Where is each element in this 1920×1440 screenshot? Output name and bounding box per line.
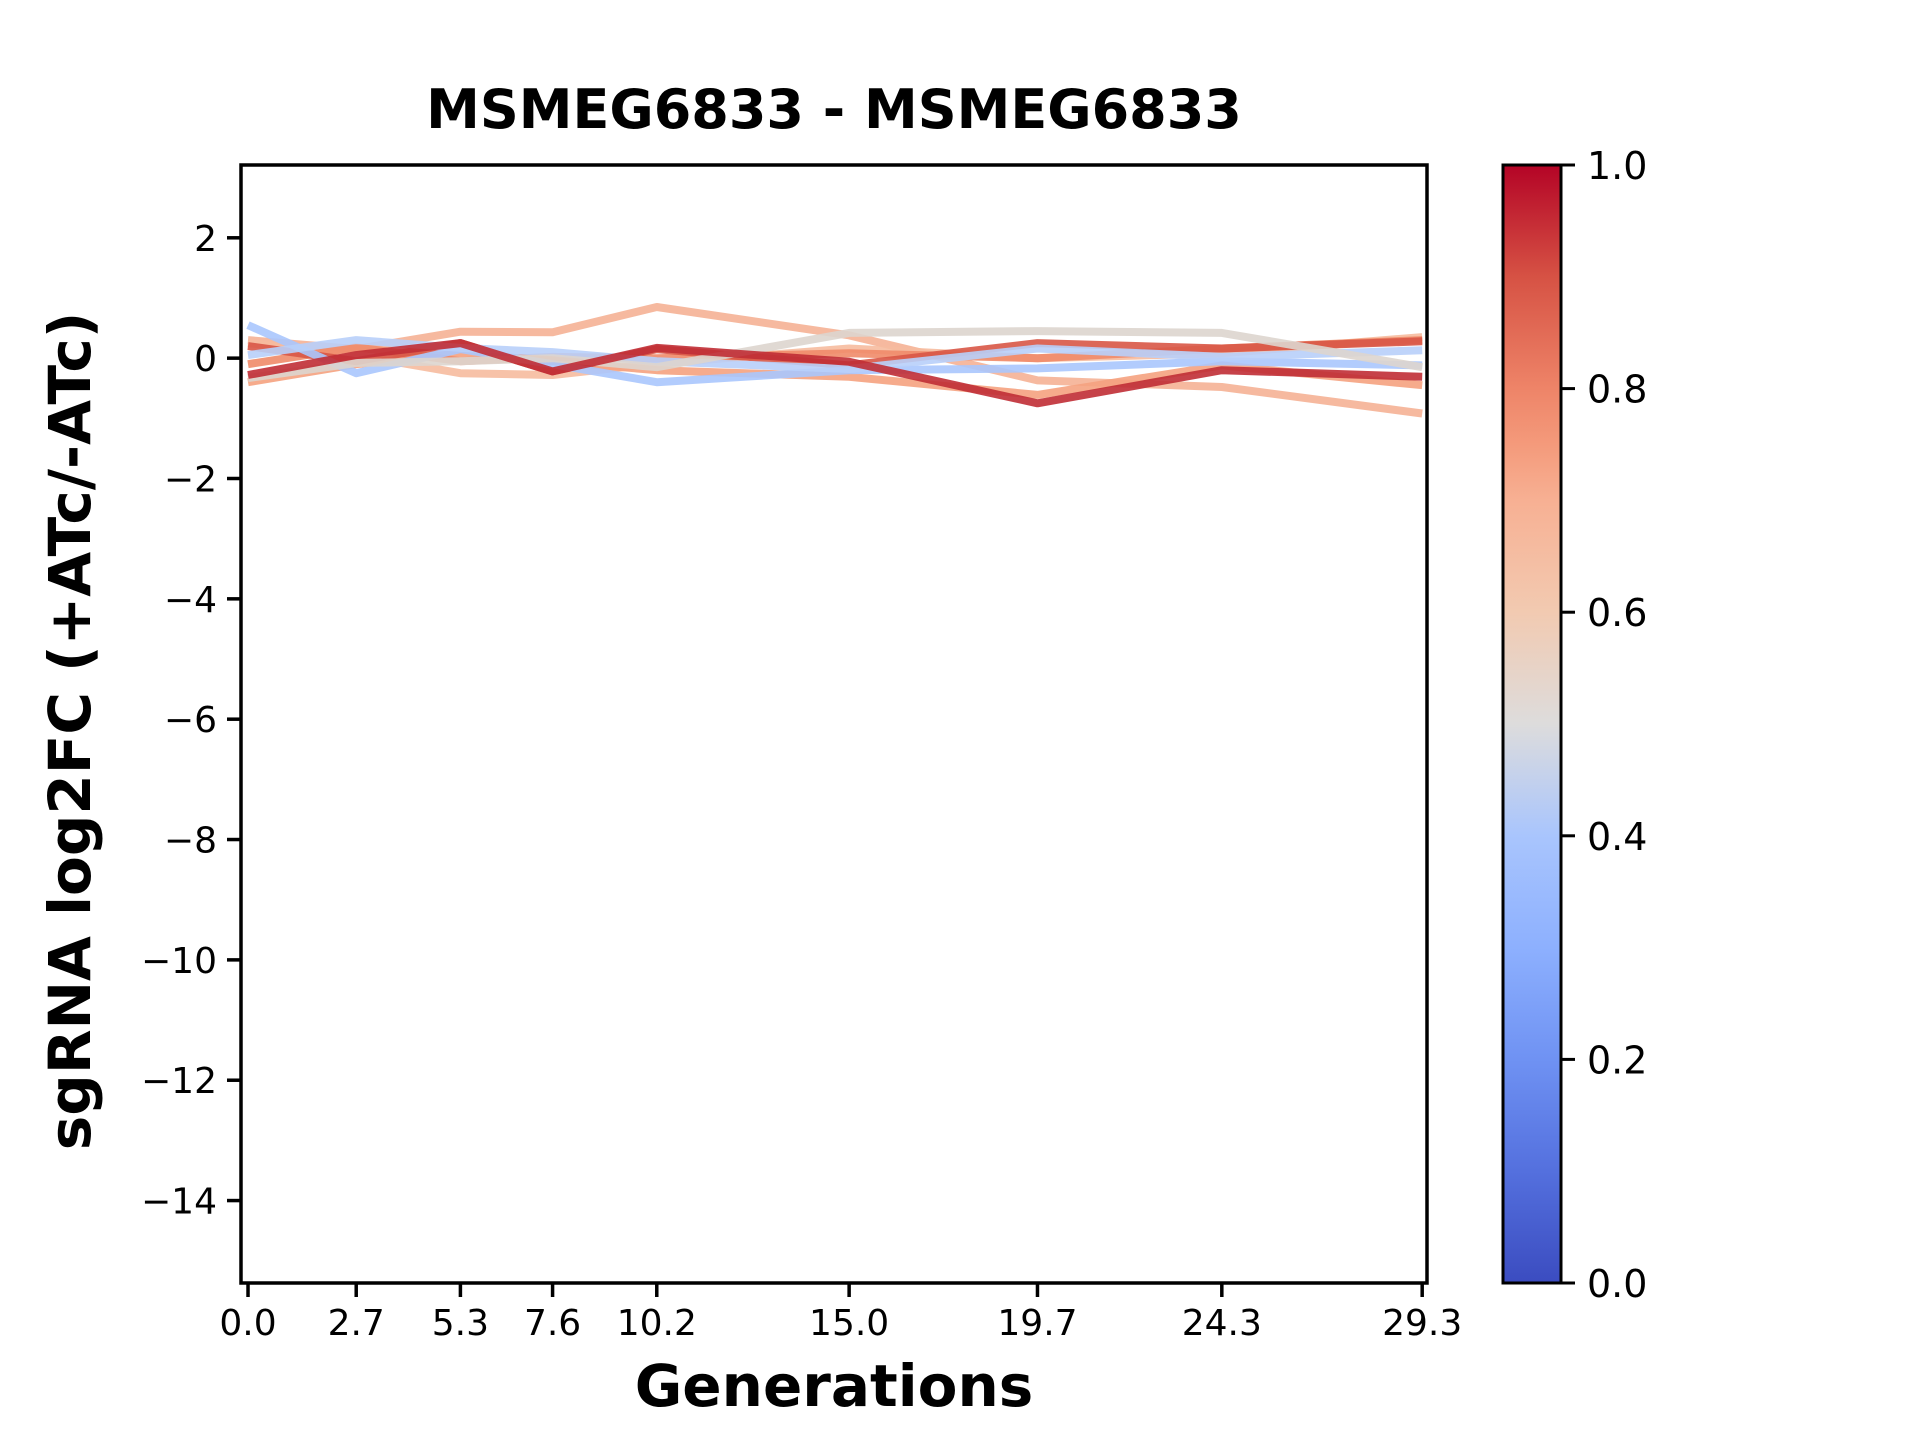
colorbar-tick-label: 0.6: [1587, 591, 1647, 635]
axes-spines: [239, 163, 1429, 1285]
y-tick-label: 0: [194, 339, 217, 380]
colorbar: [1501, 163, 1563, 1285]
x-tick-label: 5.3: [432, 1303, 489, 1344]
x-tick-label: 7.6: [524, 1303, 581, 1344]
x-tick-label: 19.7: [997, 1303, 1077, 1344]
y-tick-label: −10: [141, 941, 217, 982]
colorbar-tick-label: 0.8: [1587, 368, 1647, 412]
x-tick-label: 15.0: [809, 1303, 889, 1344]
series-group: [246, 303, 1423, 418]
y-tick-label: −2: [164, 459, 217, 500]
colorbar-tick-label: 0.4: [1587, 815, 1647, 859]
x-tick-label: 29.3: [1382, 1303, 1462, 1344]
series-line-sgRNA-gray: [247, 327, 1423, 382]
y-tick-label: −12: [141, 1061, 217, 1102]
x-axis-label: Generations: [634, 1352, 1034, 1420]
x-tick-label: 2.7: [328, 1303, 385, 1344]
colorbar-tick-label: 0.2: [1587, 1038, 1647, 1082]
colorbar-tick-label: 1.0: [1587, 144, 1647, 188]
x-tick-label: 24.3: [1182, 1303, 1262, 1344]
chart-title: MSMEG6833 - MSMEG6833: [426, 78, 1242, 141]
y-tick-label: −6: [164, 700, 217, 741]
y-tick-label: −14: [141, 1182, 217, 1223]
colorbar-tick-label: 0.0: [1587, 1262, 1647, 1306]
y-tick-label: 2: [194, 219, 217, 260]
series-line-sgRNA-dark-red: [247, 339, 1423, 408]
series-line-sgRNA-blue-b: [247, 336, 1423, 373]
y-tick-label: −4: [164, 580, 217, 621]
x-tick-label: 0.0: [219, 1303, 276, 1344]
y-tick-label: −8: [164, 821, 217, 862]
x-tick-label: 10.2: [617, 1303, 697, 1344]
